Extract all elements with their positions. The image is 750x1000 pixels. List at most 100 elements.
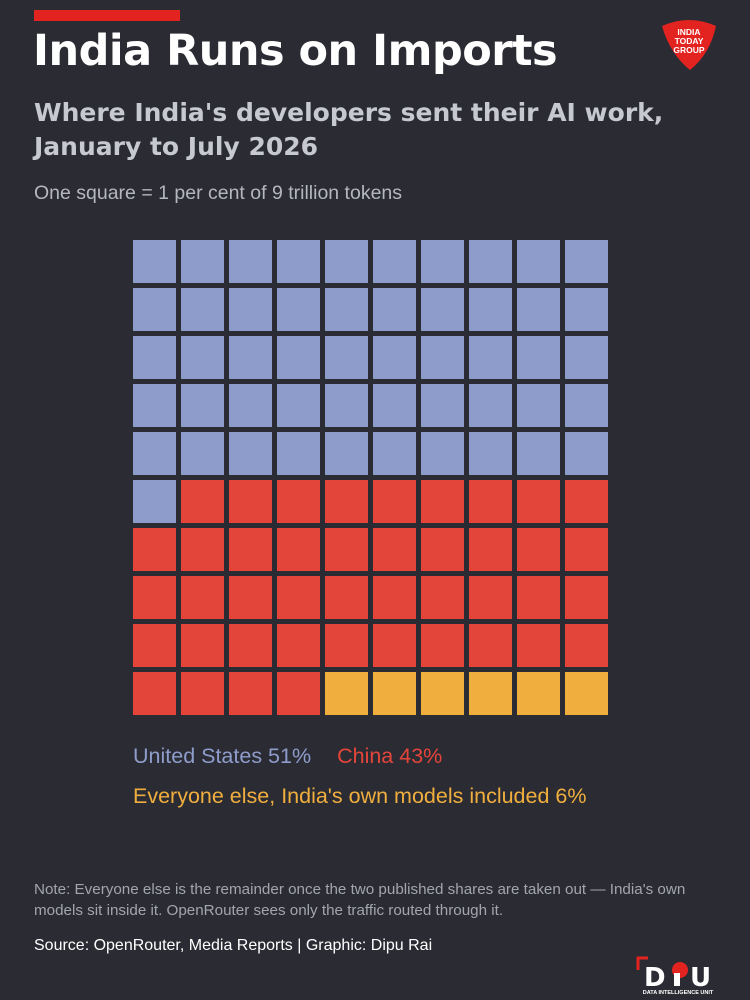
india-today-group-logo: INDIA TODAY GROUP (662, 20, 716, 70)
waffle-square-united-states (181, 240, 224, 283)
waffle-square-china (325, 624, 368, 667)
waffle-square-united-states (517, 240, 560, 283)
waffle-square-china (181, 480, 224, 523)
legend-china: China 43% (337, 744, 443, 768)
waffle-square-united-states (421, 432, 464, 475)
waffle-square-united-states (517, 288, 560, 331)
waffle-square-united-states (469, 240, 512, 283)
waffle-square-united-states (181, 336, 224, 379)
waffle-square-united-states (565, 384, 608, 427)
waffle-square-united-states (469, 432, 512, 475)
waffle-square-united-states (229, 288, 272, 331)
waffle-square-china (229, 480, 272, 523)
waffle-square-china (565, 624, 608, 667)
waffle-square-china (181, 528, 224, 571)
waffle-square-united-states (133, 432, 176, 475)
waffle-square-china (325, 480, 368, 523)
waffle-square-united-states (133, 336, 176, 379)
waffle-square-china (469, 624, 512, 667)
waffle-chart (133, 240, 608, 715)
waffle-square-united-states (181, 432, 224, 475)
waffle-square-united-states (229, 432, 272, 475)
waffle-square-china (277, 528, 320, 571)
waffle-square-everyone-else-india-s-own-models-included (421, 672, 464, 715)
waffle-square-china (469, 576, 512, 619)
waffle-square-china (133, 624, 176, 667)
waffle-square-china (181, 672, 224, 715)
waffle-square-china (133, 576, 176, 619)
waffle-square-united-states (133, 480, 176, 523)
waffle-square-china (133, 672, 176, 715)
legend-row-2: Everyone else, India's own models includ… (133, 782, 586, 810)
waffle-square-united-states (277, 336, 320, 379)
diu-subtitle: DATA INTELLIGENCE UNIT (643, 990, 714, 996)
waffle-square-united-states (325, 336, 368, 379)
waffle-square-china (325, 576, 368, 619)
waffle-square-china (277, 480, 320, 523)
waffle-square-china (325, 528, 368, 571)
waffle-square-china (373, 624, 416, 667)
diu-logo-mark-i (674, 973, 680, 986)
waffle-square-china (181, 624, 224, 667)
waffle-square-china (133, 528, 176, 571)
waffle-square-united-states (277, 240, 320, 283)
waffle-square-united-states (229, 336, 272, 379)
diu-logo-mark-u: U (690, 963, 711, 993)
waffle-square-china (421, 528, 464, 571)
waffle-square-united-states (565, 288, 608, 331)
waffle-square-united-states (277, 288, 320, 331)
legend-row-1: United States 51% China 43% (133, 742, 442, 770)
waffle-square-china (373, 480, 416, 523)
waffle-square-united-states (421, 288, 464, 331)
waffle-square-china (373, 576, 416, 619)
footnote: Note: Everyone else is the remainder onc… (34, 881, 686, 919)
waffle-square-united-states (229, 384, 272, 427)
diu-logo: D U DATA INTELLIGENCE UNIT (636, 956, 714, 996)
waffle-square-united-states (565, 432, 608, 475)
waffle-square-united-states (469, 384, 512, 427)
source-credit: Source: OpenRouter, Media Reports | Grap… (34, 937, 433, 954)
waffle-square-united-states (373, 384, 416, 427)
waffle-square-china (277, 576, 320, 619)
waffle-square-china (229, 672, 272, 715)
waffle-square-everyone-else-india-s-own-models-included (565, 672, 608, 715)
waffle-square-china (421, 576, 464, 619)
waffle-square-everyone-else-india-s-own-models-included (373, 672, 416, 715)
logo-text-line-1: INDIA (677, 27, 700, 37)
waffle-square-united-states (373, 432, 416, 475)
waffle-square-china (229, 624, 272, 667)
chart-caption: One square = 1 per cent of 9 trillion to… (34, 182, 403, 204)
legend-everyone-else: Everyone else, India's own models includ… (133, 784, 587, 808)
waffle-square-united-states (517, 432, 560, 475)
chart-subtitle: Where India's developers sent their AI w… (34, 98, 664, 161)
waffle-square-united-states (421, 336, 464, 379)
waffle-square-united-states (517, 336, 560, 379)
waffle-square-china (421, 624, 464, 667)
waffle-square-china (229, 576, 272, 619)
waffle-square-united-states (325, 288, 368, 331)
waffle-square-united-states (373, 336, 416, 379)
logo-text-line-2: TODAY (675, 36, 704, 46)
logo-badge-shape (662, 20, 716, 70)
waffle-square-united-states (325, 384, 368, 427)
waffle-square-united-states (565, 336, 608, 379)
waffle-square-united-states (421, 240, 464, 283)
legend-united-states: United States 51% (133, 744, 312, 768)
waffle-square-united-states (133, 288, 176, 331)
waffle-square-united-states (277, 432, 320, 475)
waffle-square-china (565, 480, 608, 523)
waffle-square-united-states (277, 384, 320, 427)
waffle-square-china (565, 528, 608, 571)
logo-text-line-3: GROUP (673, 45, 705, 55)
waffle-square-china (373, 528, 416, 571)
waffle-square-china (469, 528, 512, 571)
waffle-square-united-states (325, 240, 368, 283)
diu-corner-left (636, 956, 648, 970)
waffle-square-everyone-else-india-s-own-models-included (325, 672, 368, 715)
waffle-square-united-states (469, 336, 512, 379)
waffle-square-united-states (565, 240, 608, 283)
waffle-square-united-states (133, 240, 176, 283)
waffle-square-china (181, 576, 224, 619)
waffle-square-united-states (373, 240, 416, 283)
waffle-square-china (229, 528, 272, 571)
